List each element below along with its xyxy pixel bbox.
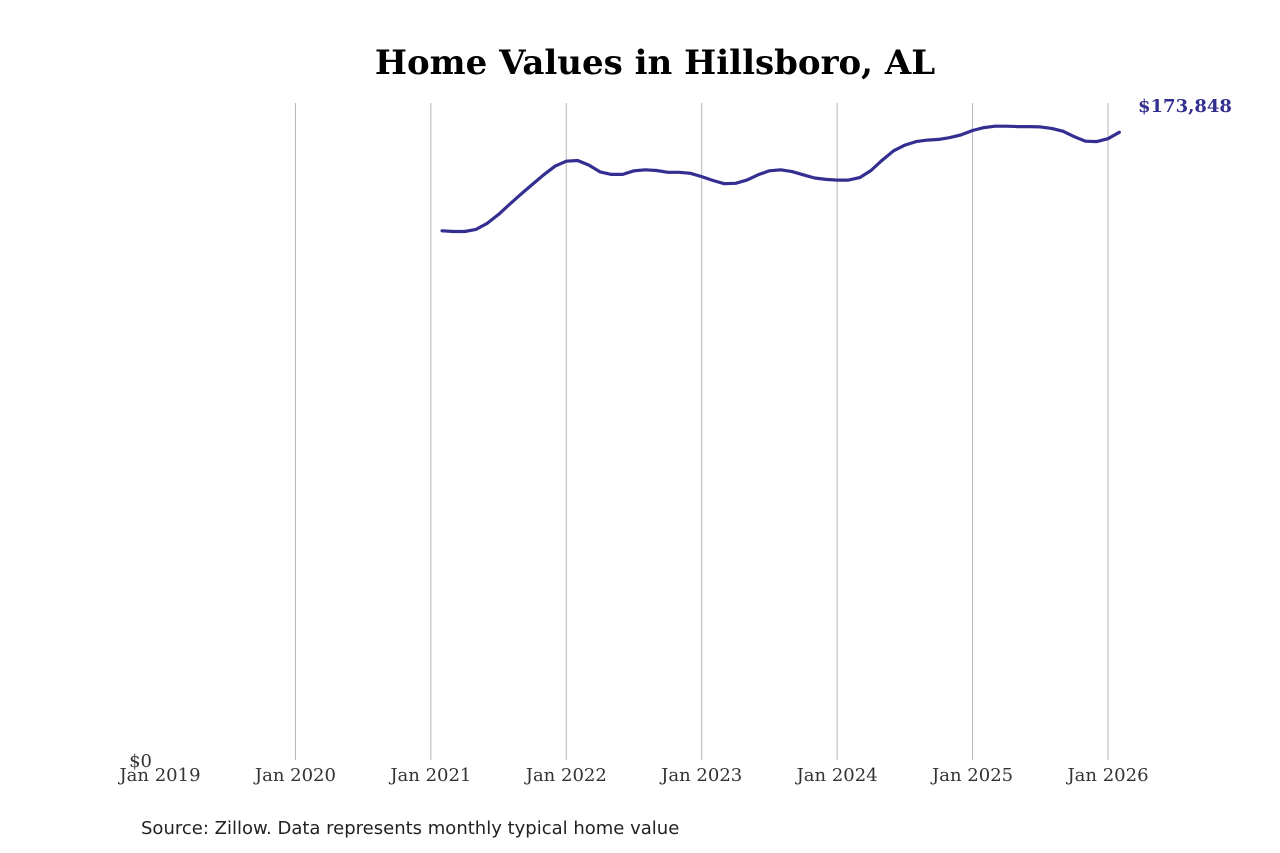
- data-point: [971, 129, 974, 132]
- data-point: [666, 170, 670, 174]
- data-point: [1106, 137, 1110, 141]
- data-point: [914, 140, 918, 144]
- data-point: [745, 178, 749, 182]
- data-point: [790, 170, 794, 174]
- data-point: [452, 230, 455, 233]
- end-value-label: $173,848: [1138, 96, 1232, 117]
- data-point: [880, 158, 884, 162]
- data-point: [1016, 125, 1020, 128]
- data-point: [1061, 129, 1065, 133]
- line-series: [440, 124, 1121, 234]
- data-point: [1084, 139, 1087, 143]
- x-tick-label: Jan 2023: [659, 765, 742, 786]
- data-point: [1027, 125, 1031, 128]
- data-point: [813, 176, 816, 180]
- data-point: [474, 228, 478, 231]
- data-point: [576, 159, 579, 162]
- x-tick-label: Jan 2026: [1065, 765, 1148, 786]
- data-point: [1005, 124, 1008, 128]
- data-point: [926, 138, 929, 142]
- data-point: [1117, 130, 1121, 134]
- data-point: [959, 133, 963, 137]
- data-point: [948, 136, 952, 140]
- data-point: [655, 169, 658, 172]
- data-point: [1050, 126, 1053, 130]
- data-point: [610, 173, 613, 176]
- x-tick-label: Jan 2025: [930, 765, 1013, 786]
- data-point: [779, 168, 783, 172]
- data-point: [700, 175, 704, 179]
- data-point: [903, 143, 907, 147]
- data-point: [824, 178, 828, 181]
- x-tick-label: Jan 2021: [388, 765, 471, 786]
- data-point: [598, 170, 602, 174]
- data-point: [463, 230, 467, 233]
- data-point: [1038, 125, 1042, 129]
- data-point: [734, 181, 737, 185]
- data-point: [937, 138, 941, 141]
- data-point: [756, 173, 760, 177]
- chart-title: Home Values in Hillsboro, AL: [375, 43, 935, 83]
- y-tick-label: $0: [129, 751, 152, 772]
- data-point: [1095, 140, 1099, 144]
- data-point: [632, 169, 636, 173]
- data-point: [768, 169, 771, 173]
- data-point: [440, 229, 444, 233]
- data-point: [869, 169, 873, 172]
- data-point: [835, 178, 839, 182]
- data-point: [677, 170, 681, 174]
- data-point: [982, 126, 986, 129]
- data-point: [1072, 135, 1076, 139]
- data-point: [531, 183, 534, 186]
- data-point: [993, 124, 997, 128]
- x-tick-label: Jan 2020: [253, 765, 336, 786]
- data-point: [689, 171, 692, 175]
- data-point: [485, 221, 489, 225]
- data-point: [801, 173, 805, 177]
- data-point: [847, 178, 850, 182]
- data-point: [553, 164, 557, 168]
- series-line: [440, 124, 1121, 234]
- gridlines: [294, 103, 1109, 760]
- data-point: [722, 182, 726, 186]
- data-point: [621, 173, 625, 176]
- data-point: [892, 149, 895, 153]
- data-point: [564, 159, 568, 163]
- x-tick-label: Jan 2024: [795, 765, 878, 786]
- source-note: Source: Zillow. Data represents monthly …: [141, 818, 679, 839]
- data-point: [587, 163, 591, 167]
- data-point: [643, 168, 647, 172]
- data-point: [508, 202, 512, 206]
- x-tick-label: Jan 2022: [524, 765, 607, 786]
- data-point: [858, 176, 862, 180]
- data-point: [497, 213, 500, 216]
- data-point: [542, 173, 546, 177]
- x-tick-label: Jan 2019: [117, 765, 200, 786]
- data-point: [711, 179, 715, 182]
- axis-labels: Jan 2019 Jan 2020 Jan 2021 Jan 2022 Jan 2023…: [117, 751, 1148, 786]
- data-point: [519, 192, 523, 196]
